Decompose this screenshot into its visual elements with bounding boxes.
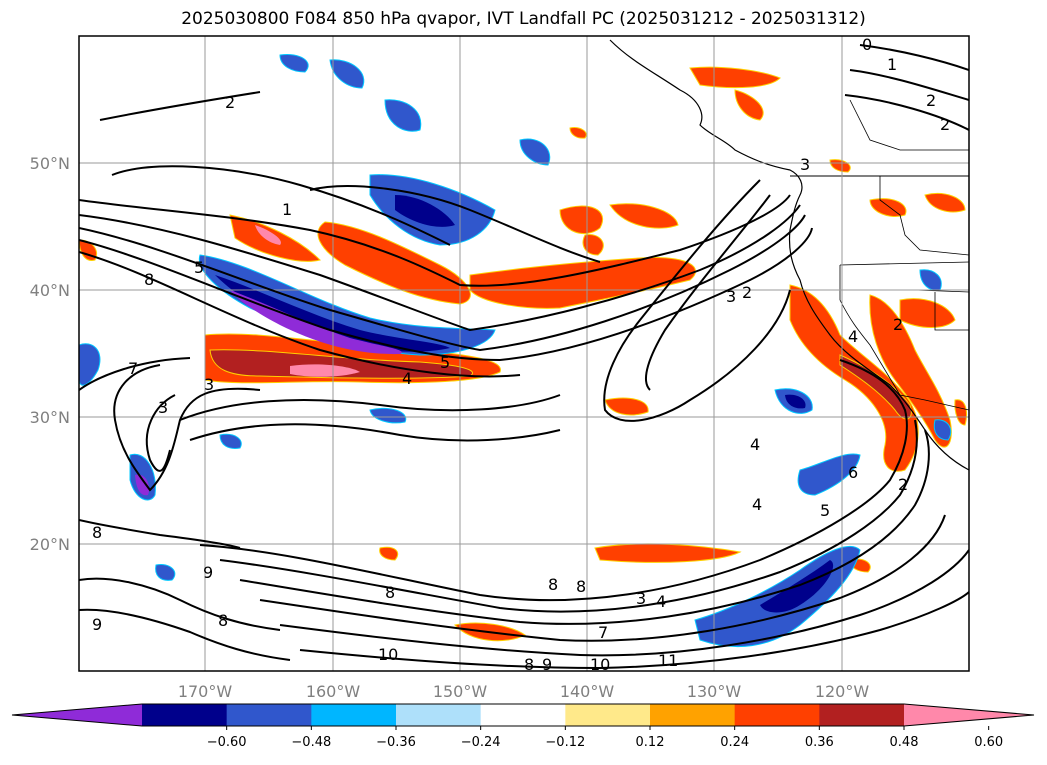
colorbar-tick-label: −0.48 [291, 735, 331, 750]
contour-label: 3 [726, 287, 736, 306]
contour-label: 2 [940, 115, 950, 134]
colorbar-swatch [226, 704, 312, 726]
contour-label: 2 [898, 475, 908, 494]
colorbar-swatch [650, 704, 736, 726]
lat-label: 30°N [30, 408, 70, 427]
longitude-labels: 170°W 160°W 150°W 140°W 130°W 120°W [178, 682, 870, 701]
positive-anomaly-shading [79, 66, 968, 642]
contour-label: 0 [862, 35, 872, 54]
contour-label: 2 [926, 91, 936, 110]
contour-label: 3 [204, 375, 214, 394]
contour-labels: 0 1 2 2 2 3 1 2 3 2 4 5 4 3 3 4 5 6 4 5 … [92, 35, 950, 674]
contour-label: 3 [158, 398, 168, 417]
colorbar-tick-label: −0.60 [207, 735, 247, 750]
contour-label: 2 [893, 315, 903, 334]
lat-label: 40°N [30, 281, 70, 300]
contour-label: 3 [636, 589, 646, 608]
lon-label: 170°W [178, 682, 233, 701]
contour-label: 2 [742, 283, 752, 302]
contour-label: 4 [750, 435, 760, 454]
colorbar-tick-label: 0.48 [890, 735, 919, 750]
contour-label: 1 [282, 200, 292, 219]
contour-label: 5 [820, 501, 830, 520]
contour-label: 11 [658, 651, 678, 670]
contour-label: 10 [378, 645, 398, 664]
colorbar-outline [11, 703, 1035, 727]
contour-label: 8 [385, 583, 395, 602]
lat-label: 20°N [30, 535, 70, 554]
coastlines [609, 39, 969, 471]
colorbar-swatch [396, 704, 482, 726]
contour-label: 8 [548, 575, 558, 594]
colorbar-swatch [734, 704, 820, 726]
map-title: 2025030800 F084 850 hPa qvapor, IVT Land… [181, 9, 866, 29]
colorbar-extension-max [904, 704, 1034, 726]
colorbar-tick-label: −0.12 [545, 735, 585, 750]
ivt-contours [79, 44, 969, 670]
contour-label: 4 [656, 592, 666, 611]
colorbar-swatch [480, 704, 566, 726]
colorbar-tick-label: −0.36 [376, 735, 416, 750]
contour-label: 8 [524, 655, 534, 674]
colorbar-tick-label: 0.12 [636, 735, 665, 750]
contour-label: 2 [225, 93, 235, 112]
colorbar-swatch [311, 704, 397, 726]
colorbar-tick-label: 0.36 [805, 735, 834, 750]
contour-label: 9 [203, 563, 213, 582]
contour-label: 8 [92, 523, 102, 542]
contour-label: 8 [576, 577, 586, 596]
contour-label: 4 [848, 327, 858, 346]
contour-label: 5 [440, 353, 450, 372]
contour-label: 8 [218, 611, 228, 630]
lon-label: 150°W [433, 682, 488, 701]
contour-label: 10 [590, 655, 610, 674]
contour-label: 4 [752, 495, 762, 514]
lon-label: 130°W [687, 682, 742, 701]
contour-label: 7 [128, 359, 138, 378]
contour-label: 6 [848, 463, 858, 482]
lon-label: 160°W [306, 682, 361, 701]
contour-label: 7 [598, 623, 608, 642]
colorbar-tick-label: 0.60 [974, 735, 1003, 750]
colorbar-swatch [819, 704, 905, 726]
latitude-labels: 50°N 40°N 30°N 20°N [30, 154, 70, 554]
lat-label: 50°N [30, 154, 70, 173]
contour-label: 5 [194, 258, 204, 277]
colorbar-tick-label: −0.24 [461, 735, 501, 750]
contour-label: 8 [144, 270, 154, 289]
map-frame [78, 35, 970, 672]
contour-label: 4 [402, 369, 412, 388]
colorbar-tick-label: 0.24 [720, 735, 749, 750]
contour-label: 3 [800, 155, 810, 174]
contour-label: 9 [542, 655, 552, 674]
contour-label: 9 [92, 615, 102, 634]
colorbar-extension-min [12, 704, 142, 726]
colorbar-swatch [142, 704, 228, 726]
lon-label: 120°W [815, 682, 870, 701]
colorbar-swatch [565, 704, 651, 726]
colorbar: −0.60 −0.48 −0.36 −0.24 −0.12 0.12 0.24 0.36 0.4… [11, 703, 1035, 750]
contour-label: 1 [887, 55, 897, 74]
lon-label: 140°W [560, 682, 615, 701]
